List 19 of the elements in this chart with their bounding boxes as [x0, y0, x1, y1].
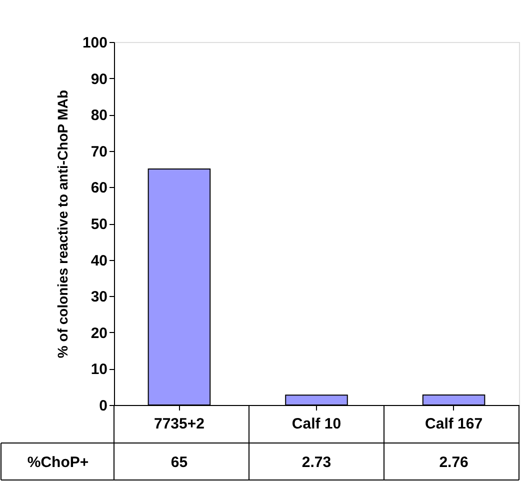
y-axis-title: % of colonies reactive to anti-ChoP MAb — [54, 90, 70, 358]
y-tick-label: 60 — [90, 180, 108, 197]
data-label: 65 — [170, 454, 188, 471]
y-tick-label: 0 — [99, 398, 108, 414]
y-tick-label: 20 — [90, 324, 108, 342]
x-tick-label: 7735+2 — [154, 416, 204, 432]
y-tick-label: 10 — [90, 361, 108, 378]
y-tick-label: 100 — [82, 34, 108, 52]
y-tick-label: 30 — [90, 288, 108, 306]
x-tick-label: Calf 167 — [425, 416, 483, 432]
y-tick-label: 50 — [90, 216, 108, 233]
y-tick-label: 70 — [90, 143, 108, 160]
y-tick-label: 90 — [90, 70, 108, 88]
data-label: 2.73 — [302, 454, 332, 471]
x-tick-label: Calf 10 — [292, 416, 342, 432]
y-tick-label: 80 — [90, 107, 108, 124]
y-tick-label: 40 — [90, 252, 108, 270]
text: %ChoP+ — [27, 454, 89, 471]
data-label: 2.76 — [439, 454, 468, 471]
